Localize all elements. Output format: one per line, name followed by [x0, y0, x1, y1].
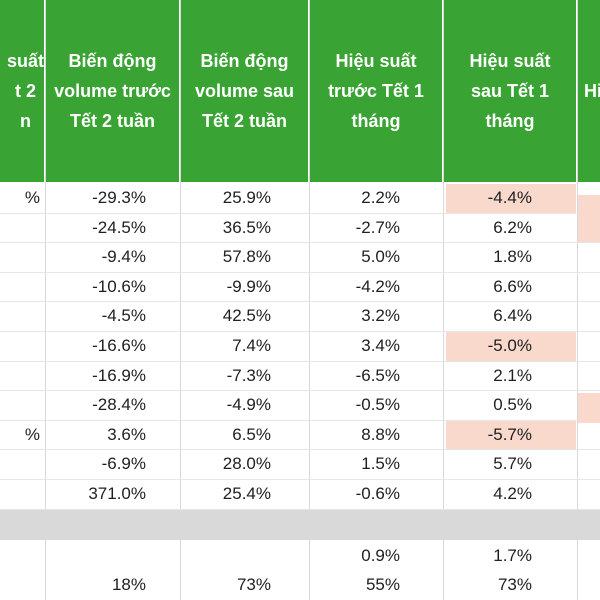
header-label: Biến động volume sau Tết 2 tuần: [194, 51, 295, 131]
highlight-cell: [446, 332, 576, 361]
cell-col-3: -0.5%: [355, 395, 400, 415]
cell-col-1: -9.4%: [101, 247, 146, 267]
cell-col-2: 36.5%: [222, 217, 271, 237]
cell-col-3: -0.6%: [355, 484, 400, 503]
summary-cell-col-1: [46, 541, 146, 571]
cell-col-2: -9.9%: [226, 276, 271, 296]
cell-col-4: -5.7%: [487, 424, 532, 444]
cell-col-0: [0, 242, 40, 272]
cell-col-4: 6.6%: [493, 276, 532, 296]
row-divider: [0, 479, 600, 480]
cell-col-0: [0, 361, 40, 391]
cell-col-0: [0, 213, 40, 243]
row-divider: [0, 508, 600, 510]
summary-cell-col-4: 73%: [497, 575, 532, 594]
cell-col-1: -16.9%: [92, 365, 146, 385]
cell-col-0: [0, 331, 40, 361]
grid-line: [180, 0, 181, 600]
header-col-4: Hiệu suất sau Tết 1 tháng: [444, 0, 576, 182]
cell-col-1: -6.9%: [101, 454, 146, 474]
cell-col-1: -4.5%: [101, 306, 146, 326]
cell-col-3: -4.2%: [355, 276, 400, 296]
cell-col-3: -6.5%: [355, 365, 400, 385]
cell-col-0: [0, 479, 40, 509]
cell-col-2: 25.4%: [222, 484, 271, 503]
row-divider: [0, 271, 600, 273]
cell-col-1: 371.0%: [88, 484, 146, 503]
highlight-cell: [578, 216, 600, 242]
row-divider: [0, 242, 600, 244]
cell-col-2: -4.9%: [226, 395, 271, 415]
row-divider: [0, 449, 600, 451]
cell-col-3: 8.8%: [361, 424, 400, 444]
cell-col-0: [0, 272, 40, 302]
highlight-cell: [446, 420, 576, 450]
summary-cell-col-1: 18%: [111, 575, 146, 594]
summary-cell-col-2: 73%: [236, 575, 271, 594]
grid-line: [45, 0, 46, 600]
header-label: Biến động volume trước Tết 2 tuần: [54, 51, 171, 131]
header-col-1: Biến động volume trước Tết 2 tuần: [46, 0, 179, 182]
summary-cell-col-4: 1.7%: [493, 546, 532, 565]
cell-col-1: -29.3%: [92, 188, 146, 207]
cell-col-3: 3.4%: [361, 336, 400, 355]
cell-col-0: [0, 301, 40, 331]
cell-col-2: 7.4%: [232, 336, 271, 355]
cell-col-1: -24.5%: [92, 217, 146, 237]
cell-col-1: 3.6%: [107, 424, 146, 444]
cell-col-3: 3.2%: [361, 306, 400, 326]
row-divider: [0, 360, 600, 362]
cell-col-4: -4.4%: [487, 188, 532, 207]
grid-line: [577, 0, 578, 600]
header-col-2: Biến động volume sau Tết 2 tuần: [181, 0, 308, 182]
cell-col-4: 5.7%: [493, 454, 532, 474]
row-divider: [0, 331, 600, 332]
cell-col-0: %: [24, 424, 40, 444]
cell-col-0: [0, 449, 40, 479]
cell-col-4: 0.5%: [493, 395, 532, 415]
cell-col-4: 6.4%: [493, 306, 532, 326]
cell-col-2: -7.3%: [226, 365, 271, 385]
cell-col-2: 25.9%: [222, 188, 271, 207]
cell-col-2: 42.5%: [222, 306, 271, 326]
grid-line: [443, 0, 444, 600]
header-label: Hiệu suất sau Tết 1 tháng: [469, 51, 551, 131]
cell-col-2: 57.8%: [222, 247, 271, 267]
cell-col-3: -2.7%: [355, 217, 400, 237]
cell-col-4: 6.2%: [493, 217, 532, 237]
cell-col-3: 5.0%: [361, 247, 400, 267]
cell-col-1: -16.6%: [92, 336, 146, 355]
highlight-cell: [446, 184, 576, 213]
header-label: suất t 2 n: [6, 51, 44, 131]
separator-row: [0, 509, 600, 540]
header-col-3: Hiệu suất trước Tết 1 tháng: [310, 0, 442, 182]
cell-col-0: [0, 390, 40, 420]
cell-col-2: 6.5%: [232, 424, 271, 444]
summary-cell-col-2: [181, 541, 271, 571]
cell-col-4: -5.0%: [487, 336, 532, 355]
cell-col-3: 2.2%: [361, 188, 400, 207]
grid-line: [309, 0, 310, 600]
header-col-0: suất t 2 n: [0, 0, 44, 182]
header-label: Hiệu suất trước Tết 1 tháng: [328, 51, 424, 131]
cell-col-4: 1.8%: [493, 247, 532, 267]
row-divider: [0, 390, 600, 392]
cell-col-4: 4.2%: [493, 484, 532, 503]
summary-cell-col-3: 0.9%: [361, 546, 400, 565]
cell-col-1: -10.6%: [92, 276, 146, 296]
cell-col-3: 1.5%: [361, 454, 400, 474]
cell-col-1: -28.4%: [92, 395, 146, 415]
row-divider: [0, 419, 600, 421]
highlight-cell: [578, 393, 600, 423]
header-label: Hi: [584, 81, 600, 101]
row-divider: [0, 301, 600, 303]
cell-col-2: 28.0%: [222, 454, 271, 474]
cell-col-4: 2.1%: [493, 365, 532, 385]
cell-col-0: %: [24, 188, 40, 207]
header-col-5: Hi: [578, 0, 600, 182]
summary-cell-col-3: 55%: [365, 575, 400, 594]
row-divider: [0, 212, 600, 214]
